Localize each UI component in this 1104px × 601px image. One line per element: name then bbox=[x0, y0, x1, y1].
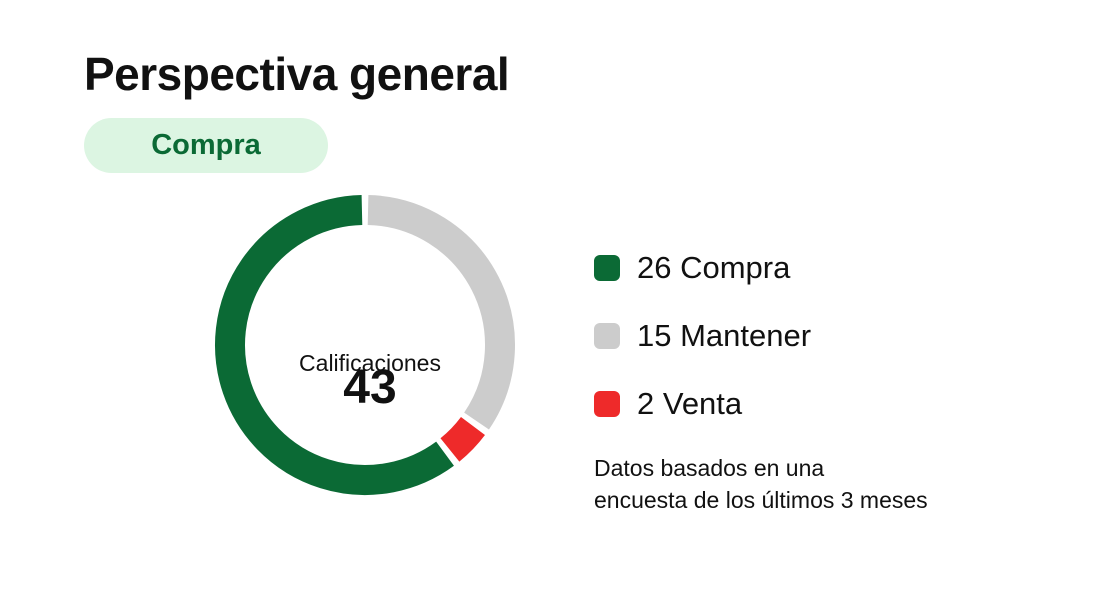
donut-segment-buy bbox=[215, 195, 454, 495]
total-ratings-label: Calificaciones bbox=[299, 350, 441, 376]
legend-item-sell: 2 Venta bbox=[594, 382, 811, 426]
legend-swatch-buy bbox=[594, 255, 620, 281]
legend-label-hold: 15 Mantener bbox=[637, 318, 812, 353]
total-ratings-count: 43 bbox=[343, 361, 397, 414]
data-source-note: Datos basados en una encuesta de los últ… bbox=[594, 452, 1074, 516]
data-source-note-line-2: encuesta de los últimos 3 meses bbox=[594, 487, 928, 513]
chart-legend: 26 Compra 15 Mantener 2 Venta bbox=[594, 246, 811, 450]
legend-label-sell: 2 Venta bbox=[637, 386, 743, 421]
donut-segment-hold bbox=[367, 195, 515, 430]
legend-item-buy: 26 Compra bbox=[594, 246, 811, 290]
donut-svg bbox=[215, 195, 515, 495]
donut-chart: 43 Calificaciones bbox=[210, 180, 530, 510]
legend-swatch-hold bbox=[594, 323, 620, 349]
legend-item-hold: 15 Mantener bbox=[594, 314, 811, 358]
legend-label-buy: 26 Compra bbox=[637, 250, 791, 285]
rating-badge: Compra bbox=[84, 118, 328, 173]
page-title: Perspectiva general bbox=[84, 48, 510, 100]
donut-segment-sell bbox=[440, 416, 485, 462]
legend-swatch-sell bbox=[594, 391, 620, 417]
data-source-note-line-1: Datos basados en una bbox=[594, 455, 825, 481]
